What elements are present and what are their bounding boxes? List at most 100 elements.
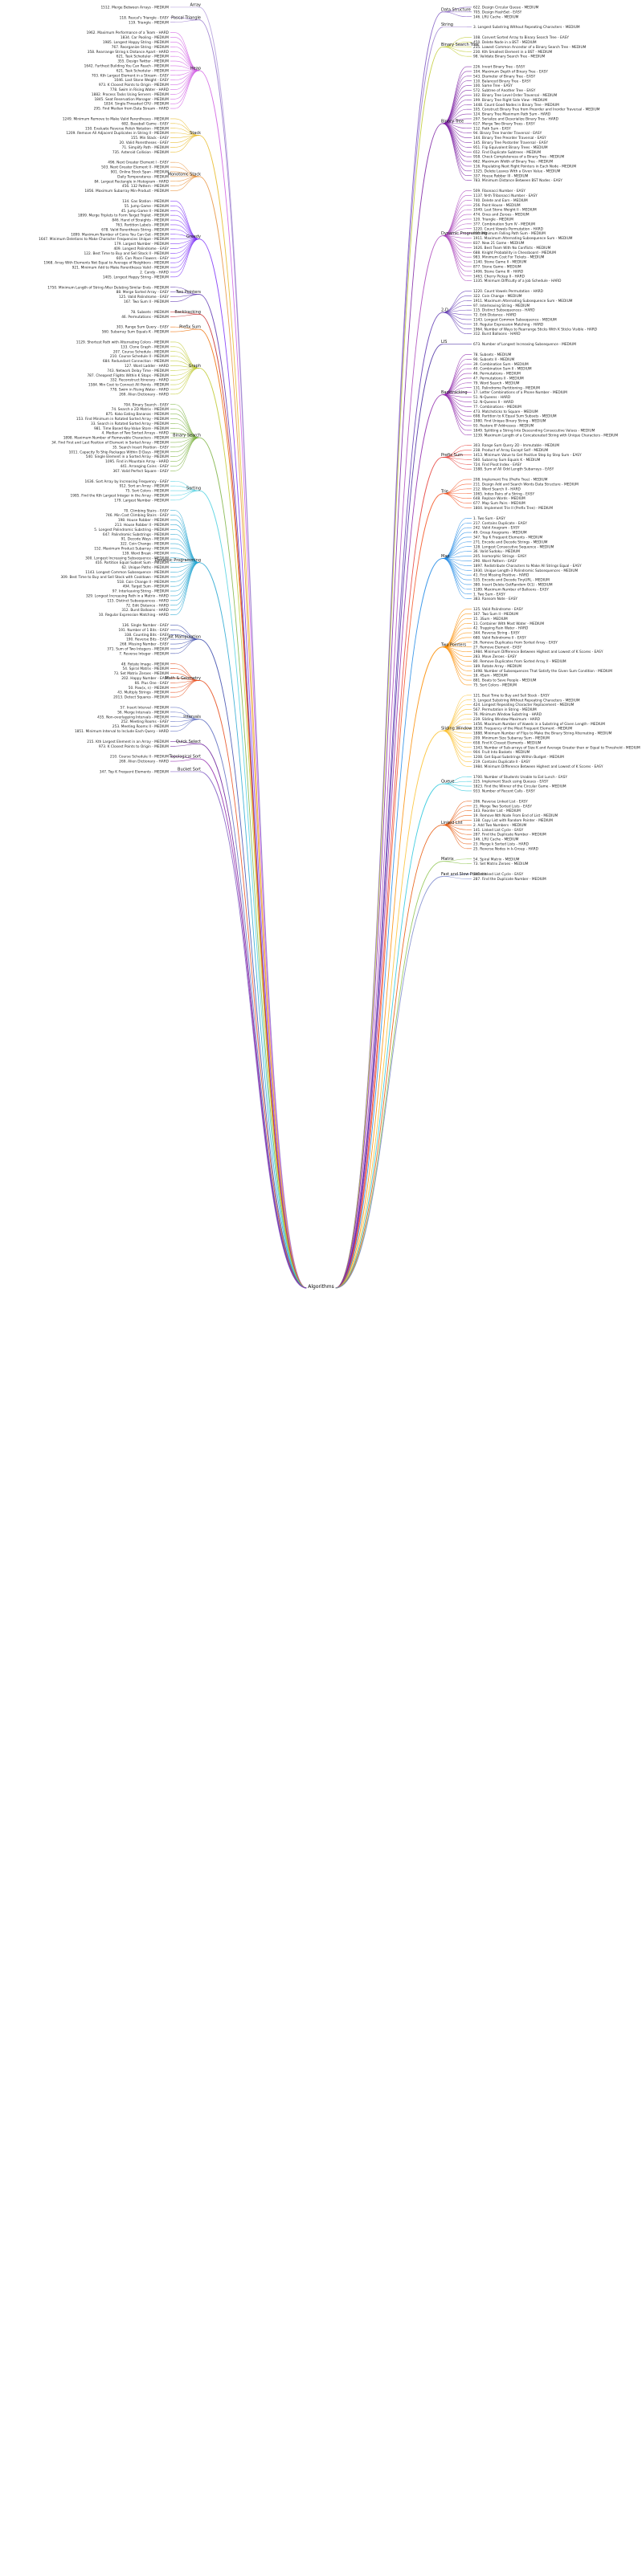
problem-node[interactable]: 680. Valid Palindrome II - EASY	[473, 635, 526, 640]
problem-node[interactable]: 1700. Number of Students Unable to Eat L…	[473, 775, 567, 780]
problem-node[interactable]: 677. Map Sum Pairs - MEDIUM	[473, 501, 525, 506]
problem-node[interactable]: 1911. Maximum Alternating Subsequence Su…	[473, 236, 573, 241]
problem-node[interactable]: 7. Reverse Integer - MEDIUM	[119, 651, 169, 656]
problem-node[interactable]: 1984. Minimum Difference Between Highest…	[473, 764, 603, 769]
problem-node[interactable]: 242. Valid Anagram - EASY	[473, 526, 520, 531]
problem-node[interactable]: 73. Set Matrix Zeroes - MEDIUM	[114, 671, 170, 676]
problem-node[interactable]: 450. Delete Node in a BST - MEDIUM	[473, 40, 537, 45]
problem-node[interactable]: 76. Minimum Window Substring - HARD	[473, 712, 542, 717]
problem-node[interactable]: 271. Encode and Decode Strings - MEDIUM	[473, 540, 548, 544]
problem-node[interactable]: 230. Kth Smallest Element in a BST - MED…	[473, 50, 552, 55]
problem-node[interactable]: 1. Two Sum - EASY	[473, 516, 505, 521]
problem-node[interactable]: 131. Palindrome Partitioning - MEDIUM	[473, 385, 540, 390]
problem-node[interactable]: 295. Find Median from Data Stream - HARD	[94, 107, 170, 112]
problem-node[interactable]: 2. Add Two Numbers - MEDIUM	[473, 823, 526, 828]
problem-node[interactable]: 787. Cheapest Flights Within K Stops - M…	[87, 373, 169, 378]
problem-node[interactable]: 1968. Array With Elements Not Equal to A…	[43, 261, 169, 266]
category-node-pascal-triangle[interactable]: Pascal Triangle	[171, 15, 201, 20]
problem-node[interactable]: 367. Valid Perfect Square - EASY	[113, 469, 170, 474]
problem-node[interactable]: 116. Populating Next Right Pointers in E…	[473, 164, 576, 169]
problem-node[interactable]: 347. Top K Frequent Elements - MEDIUM	[473, 535, 543, 540]
problem-node[interactable]: 57. Insert Interval - MEDIUM	[121, 705, 170, 710]
category-node-trie[interactable]: Trie	[440, 489, 448, 494]
problem-node[interactable]: 1325. Delete Leaves With a Given Value -…	[473, 169, 561, 173]
problem-node[interactable]: 1851. Minimum Interval to Include Each Q…	[75, 729, 170, 734]
problem-node[interactable]: 783. Minimum Distance Between BST Nodes …	[473, 178, 562, 183]
category-node-backtracking[interactable]: Backtracking	[441, 390, 468, 395]
problem-node[interactable]: 1985. Longest Happy String - MEDIUM	[103, 40, 169, 45]
category-node-two-pointers[interactable]: Two Pointers	[440, 642, 467, 647]
problem-node[interactable]: 105. Construct Binary Tree from Preorder…	[473, 108, 600, 112]
category-node-array[interactable]: Array	[190, 2, 202, 7]
problem-node[interactable]: 11. Container With Most Water - MEDIUM	[473, 622, 544, 626]
problem-node[interactable]: 1838. Frequency of the Most Frequent Ele…	[473, 727, 572, 732]
problem-node[interactable]: 1834. Single-Threaded CPU - MEDIUM	[104, 102, 169, 107]
problem-node[interactable]: 704. Binary Search - EASY	[124, 402, 170, 407]
problem-node[interactable]: 167. Two Sum II - MEDIUM	[124, 300, 169, 304]
problem-node[interactable]: 1140. Stone Game II - MEDIUM	[473, 260, 527, 265]
problem-node[interactable]: 560. Subarray Sum Equals K - MEDIUM	[102, 330, 170, 335]
problem-node[interactable]: 19. Remove Nth Node From End of List - M…	[473, 813, 558, 818]
problem-node[interactable]: 128. Longest Consecutive Sequence - MEDI…	[473, 544, 554, 549]
category-node-linked-list[interactable]: Linked List	[441, 821, 463, 825]
problem-node[interactable]: 1065. Index Pairs of a String - EASY	[473, 491, 534, 496]
problem-node[interactable]: 1405. Longest Happy String - MEDIUM	[103, 275, 169, 279]
problem-node[interactable]: 153. Find Minimum in Rotated Sorted Arra…	[76, 417, 169, 422]
problem-node[interactable]: 94. Binary Tree Inorder Traversal - EASY	[473, 131, 542, 136]
problem-node[interactable]: 1856. Maximum Subarray Min-Product - MED…	[84, 189, 169, 194]
problem-node[interactable]: 621. Task Scheduler - MEDIUM	[117, 68, 170, 73]
problem-node[interactable]: 337. House Robber III - MEDIUM	[473, 173, 529, 178]
problem-node[interactable]: 219. Contains Duplicate II - EASY	[473, 760, 530, 764]
problem-node[interactable]: 503. Next Greater Element II - MEDIUM	[101, 165, 169, 170]
problem-node[interactable]: 239. Sliding Window Maximum - HARD	[473, 717, 541, 722]
category-node-sorting[interactable]: Sorting	[186, 487, 201, 491]
problem-node[interactable]: 1964. Number of Ways to Rearrange Sticks…	[473, 327, 598, 332]
problem-node[interactable]: 416. Partition Equal Subset Sum - MEDIUM	[96, 560, 170, 565]
category-node-2-d[interactable]: 2-D	[441, 308, 448, 313]
problem-node[interactable]: 152. Maximum Product Subarray - MEDIUM	[94, 546, 169, 551]
problem-node[interactable]: 344. Reverse String - EASY	[473, 631, 520, 636]
problem-node[interactable]: 509. Fibonacci Number - EASY	[473, 189, 525, 194]
problem-node[interactable]: 155. Min Stack - EASY	[131, 136, 169, 141]
problem-node[interactable]: 290. Word Pattern - EASY	[473, 559, 517, 564]
problem-node[interactable]: 2. Candy - HARD	[140, 270, 170, 275]
problem-node[interactable]: 269. Alien Dictionary - HARD	[119, 760, 169, 764]
problem-node[interactable]: 146. LRU Cache - MEDIUM	[473, 838, 519, 842]
problem-node[interactable]: 256. Paint House - MEDIUM	[473, 203, 521, 208]
problem-node[interactable]: 215. Kth Largest Element in an Array - M…	[87, 740, 169, 744]
problem-node[interactable]: 127. Word Ladder - HARD	[125, 364, 170, 369]
problem-node[interactable]: 1888. Minimum Number of Flips to Make th…	[473, 732, 612, 736]
problem-node[interactable]: 435. Non-overlapping Intervals - MEDIUM	[97, 715, 169, 719]
category-node-greedy[interactable]: Greedy	[186, 234, 201, 239]
problem-node[interactable]: 1882. Process Tasks Using Servers - MEDI…	[92, 92, 169, 97]
category-node-bucket-sort[interactable]: Bucket Sort	[178, 767, 201, 772]
problem-node[interactable]: 703. Kth Largest Element in a Stream - E…	[92, 73, 170, 78]
problem-node[interactable]: 210. Course Schedule II - MEDIUM	[110, 755, 169, 760]
problem-node[interactable]: 958. Check Completeness of a Binary Tree…	[473, 155, 564, 160]
problem-node[interactable]: 1898. Maximum Number of Removable Charac…	[63, 436, 170, 441]
problem-node[interactable]: 1011. Capacity To Ship Packages Within D…	[69, 450, 170, 454]
problem-node[interactable]: 141. Linked List Cycle - EASY	[473, 872, 524, 877]
problem-node[interactable]: 303. Range Sum Query 2D - Immutable - ME…	[473, 443, 559, 448]
problem-node[interactable]: 540. Single Element in a Sorted Array - …	[86, 454, 169, 459]
problem-node[interactable]: 312. Burst Balloons - HARD	[473, 332, 521, 336]
problem-node[interactable]: 688. Knight Probability in Chessboard - …	[473, 251, 556, 255]
problem-node[interactable]: 17. Letter Combinations of a Phone Numbe…	[473, 390, 567, 395]
problem-node[interactable]: 18. 4Sum - MEDIUM	[473, 674, 508, 679]
category-node-matrix[interactable]: Matrix	[441, 857, 454, 862]
problem-node[interactable]: 358. Rearrange String k Distance Apart -…	[88, 50, 170, 55]
problem-node[interactable]: 535. Encode and Decode TinyURL - MEDIUM	[473, 578, 550, 583]
problem-node[interactable]: 329. Longest Increasing Path in a Matrix…	[86, 593, 170, 598]
problem-node[interactable]: 75. Sort Colors - MEDIUM	[125, 489, 169, 494]
problem-node[interactable]: 456. 132 Pattern - MEDIUM	[122, 184, 169, 189]
problem-node[interactable]: 921. Minimum Add to Make Parentheses Val…	[72, 266, 170, 271]
category-node-queue[interactable]: Queue	[441, 780, 454, 785]
problem-node[interactable]: 912. Sort an Array - MEDIUM	[119, 484, 169, 489]
problem-node[interactable]: 72. Edit Distance - HARD	[473, 313, 517, 318]
problem-node[interactable]: 951. Flip Equivalent Binary Trees - MEDI…	[473, 145, 548, 150]
problem-node[interactable]: 54. Spiral Matrix - MEDIUM	[123, 666, 170, 671]
problem-node[interactable]: 347. Top K Frequent Elements - MEDIUM	[100, 769, 170, 774]
problem-node[interactable]: 1849. Splitting a String Into Descending…	[473, 428, 595, 433]
problem-node[interactable]: 1220. Count Vowels Permutation - HARD	[473, 226, 544, 231]
problem-node[interactable]: 198. House Robber - MEDIUM	[118, 518, 169, 523]
